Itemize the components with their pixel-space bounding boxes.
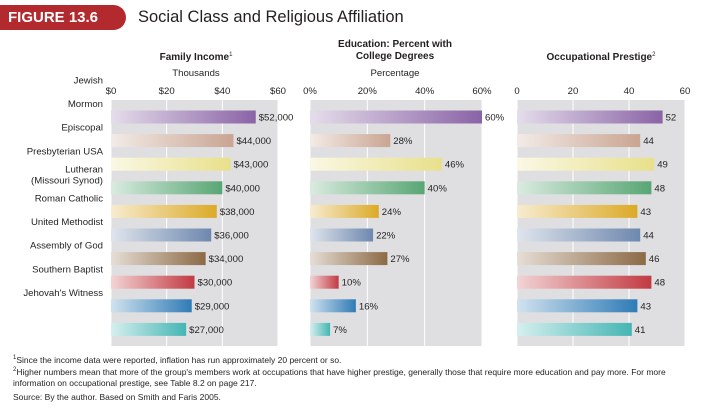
- value-label: 28%: [393, 136, 413, 147]
- bar: [310, 134, 391, 148]
- bar: [517, 181, 652, 195]
- bar: [517, 322, 632, 336]
- value-label: 43: [640, 301, 651, 312]
- value-label: 40%: [428, 183, 448, 194]
- bar: [517, 275, 652, 289]
- value-label: $30,000: [198, 278, 233, 289]
- panel-2: Education: Percent with College Degrees Pe…: [303, 39, 505, 346]
- bar: [310, 204, 379, 218]
- tick-label: 40%: [415, 86, 435, 97]
- source-note: Source: By the author. Based on Smith an…: [13, 391, 221, 402]
- value-label: $36,000: [214, 231, 249, 242]
- bar: [517, 252, 646, 266]
- category-label: Mormon: [68, 99, 103, 110]
- bar: [517, 204, 638, 218]
- bar: [517, 299, 638, 313]
- bar: [111, 110, 256, 124]
- panel-subtitle: Thousands: [172, 68, 220, 79]
- bar: [111, 252, 206, 266]
- figure-label: FIGURE 13.6: [0, 5, 126, 30]
- value-label: $34,000: [209, 254, 244, 265]
- category-label: Presbyterian USA: [27, 146, 104, 157]
- bar: [111, 181, 223, 195]
- value-label: 41: [635, 325, 646, 336]
- value-label: 52: [666, 113, 677, 124]
- bar: [111, 204, 217, 218]
- tick-label: $20: [159, 86, 175, 97]
- panel-3: Occupational Prestige2 0 20 40 60 52 44 49 48 43 4…: [514, 52, 690, 346]
- bar: [310, 110, 482, 124]
- category-label: Southern Baptist: [32, 264, 103, 275]
- category-label: United Methodist: [31, 217, 103, 228]
- value-label: 16%: [359, 301, 379, 312]
- bar: [310, 322, 331, 336]
- value-label: 48: [654, 278, 665, 289]
- bar: [111, 275, 195, 289]
- bar: [517, 157, 655, 171]
- tick-label: 60%: [472, 86, 492, 97]
- figure-header: FIGURE 13.6 Social Class and Religious A…: [0, 0, 710, 34]
- bar: [310, 275, 339, 289]
- tick-label: $60: [270, 86, 286, 97]
- value-label: 46%: [445, 160, 465, 171]
- chart: Jewish Mormon Episcopal Presbyterian USA Lut…: [23, 39, 690, 346]
- value-label: 60%: [485, 113, 505, 124]
- tick-label: $0: [106, 86, 117, 97]
- tick-label: 0: [514, 86, 519, 97]
- panel-title: Education: Percent with College Degrees: [338, 39, 452, 62]
- category-label: Episcopal: [61, 123, 103, 134]
- bar: [111, 157, 231, 171]
- tick-label: 0%: [303, 86, 317, 97]
- bar: [310, 228, 374, 242]
- bar: [517, 228, 641, 242]
- category-label: Assembly of God: [30, 241, 103, 252]
- value-label: 46: [649, 254, 660, 265]
- value-label: $40,000: [225, 183, 260, 194]
- bar: [517, 134, 641, 148]
- value-label: 22%: [376, 231, 396, 242]
- bar: [111, 322, 187, 336]
- bar: [310, 299, 356, 313]
- footnotes: 1Since the income data were reported, in…: [13, 355, 703, 403]
- category-label: Jewish: [74, 76, 103, 87]
- value-label: 7%: [333, 325, 347, 336]
- value-label: 44: [643, 231, 654, 242]
- value-label: 44: [643, 136, 654, 147]
- value-label: $52,000: [259, 113, 294, 124]
- footnote-2: 2Higher numbers mean that more of the gr…: [13, 366, 666, 389]
- tick-label: 40: [624, 86, 635, 97]
- panel-subtitle: Percentage: [370, 68, 419, 79]
- tick-label: $40: [214, 86, 230, 97]
- bar: [310, 181, 425, 195]
- tick-label: 20: [568, 86, 579, 97]
- footnote-1: 1Since the income data were reported, in…: [13, 355, 342, 365]
- bar: [517, 110, 663, 124]
- bar: [111, 134, 234, 148]
- panel-title: Family Income1: [160, 52, 233, 63]
- bar: [310, 157, 442, 171]
- tick-label: 20%: [358, 86, 378, 97]
- panel-title: Occupational Prestige2: [547, 52, 657, 63]
- category-label: Lutheran (Missouri Synod): [31, 164, 103, 186]
- value-label: $44,000: [236, 136, 271, 147]
- value-label: 43: [640, 207, 651, 218]
- bar: [111, 228, 212, 242]
- category-label: Jehovah's Witness: [23, 288, 103, 299]
- value-label: $27,000: [189, 325, 224, 336]
- bar: [111, 299, 192, 313]
- value-label: $43,000: [234, 160, 269, 171]
- bar: [310, 252, 388, 266]
- tick-label: 60: [680, 86, 691, 97]
- figure-title: Social Class and Religious Affiliation: [138, 8, 404, 26]
- value-label: 49: [657, 160, 668, 171]
- value-label: $38,000: [220, 207, 255, 218]
- panel-1: Family Income1 Thousands $0 $20 $40 $60 $52,00…: [106, 52, 294, 346]
- value-label: 48: [654, 183, 665, 194]
- value-label: 10%: [342, 278, 362, 289]
- category-label: Roman Catholic: [35, 194, 103, 205]
- value-label: 27%: [390, 254, 410, 265]
- value-label: $29,000: [195, 301, 230, 312]
- value-label: 24%: [382, 207, 402, 218]
